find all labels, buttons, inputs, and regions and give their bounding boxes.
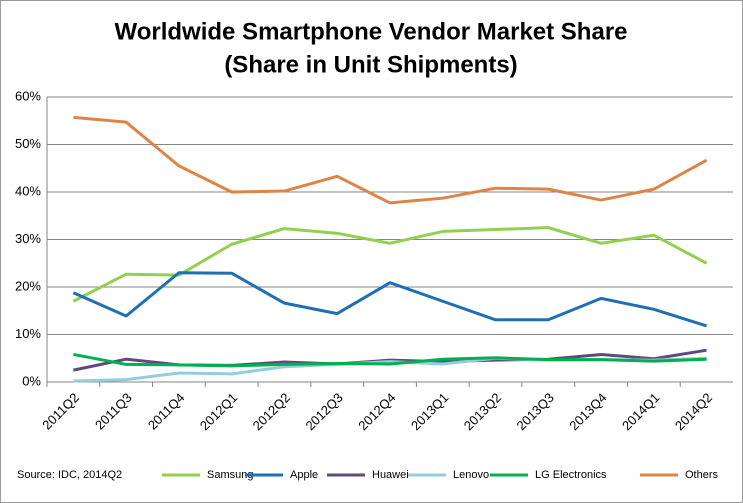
y-tick-label: 50%	[15, 136, 41, 151]
legend-label: Lenovo	[453, 469, 489, 481]
series-line	[72, 226, 708, 303]
y-tick-label: 60%	[15, 88, 41, 103]
y-tick-label: 30%	[15, 231, 41, 246]
series-line	[72, 271, 708, 328]
legend-label: Samsung	[207, 469, 253, 481]
series-line	[73, 352, 707, 368]
chart-subtitle: (Share in Unit Shipments)	[224, 51, 517, 78]
y-tick-label: 10%	[15, 326, 41, 341]
series-line	[73, 115, 708, 205]
legend-label: LG Electronics	[535, 469, 607, 481]
y-tick-label: 20%	[15, 278, 41, 293]
y-tick-label: 40%	[15, 183, 41, 198]
chart-title: Worldwide Smartphone Vendor Market Share	[115, 18, 628, 45]
legend-label: Others	[685, 469, 719, 481]
legend-label: Huawei	[372, 469, 409, 481]
y-tick-label: 0%	[22, 373, 41, 388]
source-note: Source: IDC, 2014Q2	[17, 469, 122, 481]
legend-label: Apple	[290, 469, 318, 481]
